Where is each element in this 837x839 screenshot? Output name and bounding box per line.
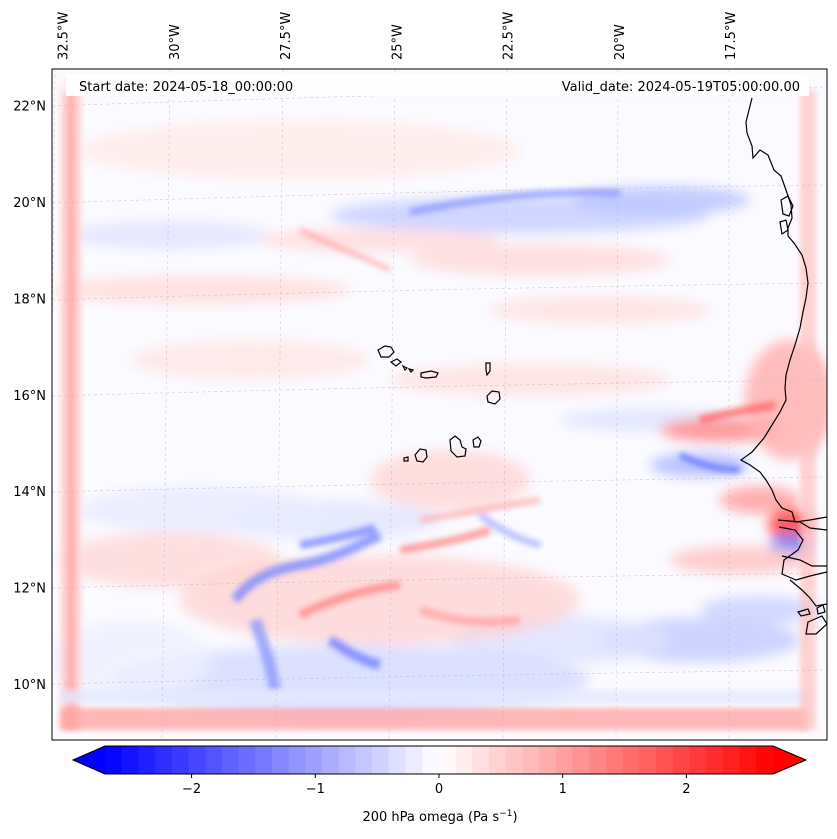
colorbar-bin xyxy=(472,746,490,774)
lat-tick-label: 18°N xyxy=(13,292,46,307)
lat-tick-label: 22°N xyxy=(13,100,46,115)
lon-tick-label: 27.5°W xyxy=(279,12,294,60)
colorbar-bin xyxy=(188,746,206,774)
map-area: Start date: 2024-05-18_00:00:00 Valid_da… xyxy=(52,69,827,740)
annotation-strip xyxy=(66,75,809,96)
latitude-labels: 22°N 20°N 18°N 16°N 14°N 12°N 10°N xyxy=(13,100,46,693)
colorbar-bin xyxy=(405,746,423,774)
colorbar-bin xyxy=(121,746,139,774)
colorbar-bin xyxy=(255,746,273,774)
colorbar-bin xyxy=(105,746,123,774)
colorbar-bin xyxy=(739,746,757,774)
colorbar-bin xyxy=(338,746,357,774)
colorbar-bin xyxy=(221,746,240,774)
lon-tick-label: 17.5°W xyxy=(724,12,739,60)
map-frame xyxy=(51,68,828,741)
colorbar-label: 200 hPa omega (Pa s−1) xyxy=(362,809,517,825)
colorbar-bin xyxy=(288,746,306,774)
colorbar-outline xyxy=(71,745,808,775)
lon-tick-label: 22.5°W xyxy=(502,12,517,60)
colorbar-bin xyxy=(555,746,574,774)
colorbar-tick-label: 2 xyxy=(682,782,690,797)
colorbar-bin xyxy=(372,746,390,774)
lat-tick-label: 10°N xyxy=(13,678,46,693)
colorbar-bin xyxy=(672,746,691,774)
colorbar-bin xyxy=(539,746,557,774)
colorbar-bin xyxy=(689,746,707,774)
colorbar-bin xyxy=(171,746,190,774)
lon-tick-label: 20°W xyxy=(613,24,628,60)
lat-tick-label: 14°N xyxy=(13,485,46,500)
start-date-label: Start date: 2024-05-18_00:00:00 xyxy=(79,80,293,95)
colorbar-tick-label: 0 xyxy=(435,782,443,797)
lat-tick-label: 16°N xyxy=(13,389,46,404)
lon-tick-label: 25°W xyxy=(390,24,405,60)
lon-tick-label: 32.5°W xyxy=(57,12,72,60)
colorbar-low-extension xyxy=(73,746,105,774)
colorbar-bin xyxy=(505,746,524,774)
colorbar-bin xyxy=(622,746,640,774)
colorbar-bin xyxy=(756,746,774,774)
colorbar-tick-label: −2 xyxy=(182,782,201,797)
colorbar-ticks: −2 −1 0 1 2 xyxy=(182,774,691,797)
gridlines xyxy=(52,69,827,740)
colorbar-tick-label: 1 xyxy=(559,782,567,797)
colorbar: −2 −1 0 1 2 200 hPa omega (Pa s−1) xyxy=(71,745,808,825)
colorbar-tick-label: −1 xyxy=(306,782,325,797)
valid-date-label: Valid_date: 2024-05-19T05:00:00.00 xyxy=(562,80,800,95)
colorbar-bin xyxy=(238,746,256,774)
colorbar-bin xyxy=(639,746,657,774)
colorbar-bins xyxy=(105,746,774,774)
lat-tick-label: 20°N xyxy=(13,196,46,211)
colorbar-bin xyxy=(455,746,473,774)
colorbar-bin xyxy=(722,746,741,774)
lat-tick-label: 12°N xyxy=(13,582,46,597)
longitude-labels: 32.5°W 30°W 27.5°W 25°W 22.5°W 20°W 17.5°W xyxy=(57,12,740,60)
colorbar-bin xyxy=(138,746,156,774)
colorbar-bin xyxy=(355,746,373,774)
colorbar-bin xyxy=(589,746,607,774)
colorbar-bin xyxy=(205,746,223,774)
colorbar-bin xyxy=(572,746,590,774)
colorbar-bin xyxy=(422,746,440,774)
colorbar-bin xyxy=(272,746,290,774)
colorbar-bin xyxy=(439,746,457,774)
cape-verde-islands xyxy=(377,345,501,463)
colorbar-high-extension xyxy=(773,746,806,774)
colorbar-bin xyxy=(489,746,507,774)
colorbar-bin xyxy=(656,746,674,774)
colorbar-bin xyxy=(388,746,407,774)
colorbar-bin xyxy=(155,746,173,774)
omega-field xyxy=(52,80,827,730)
colorbar-bin xyxy=(522,746,540,774)
coastline xyxy=(739,97,827,635)
colorbar-bin xyxy=(706,746,724,774)
colorbar-bin xyxy=(606,746,624,774)
lon-tick-label: 30°W xyxy=(168,24,183,60)
colorbar-bin xyxy=(322,746,340,774)
colorbar-bin xyxy=(305,746,323,774)
